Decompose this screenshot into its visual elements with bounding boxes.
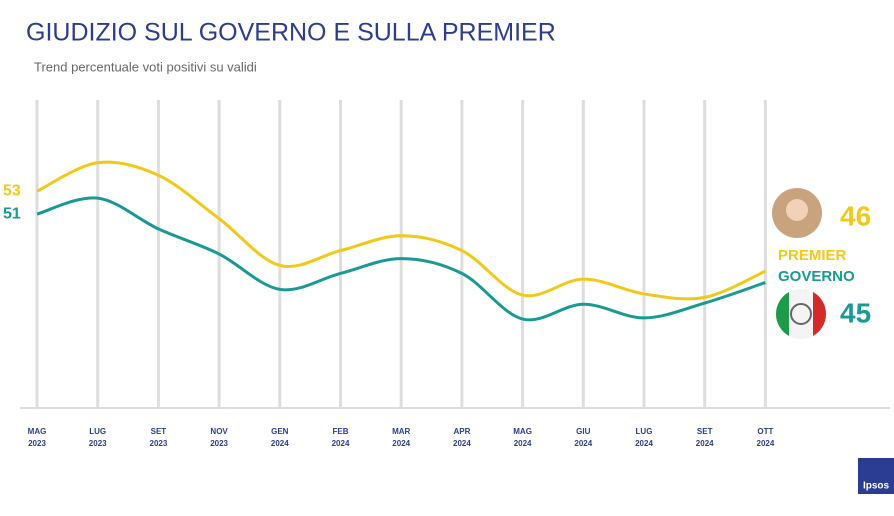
x-tick-label: 2023	[150, 439, 168, 448]
start-label: 51	[3, 205, 21, 222]
x-tick-label: MAG	[513, 427, 532, 436]
end-label: 45	[840, 297, 871, 328]
chart-title: GIUDIZIO SUL GOVERNO E SULLA PREMIER	[26, 19, 556, 47]
start-label: 53	[3, 182, 21, 199]
x-tick-label: LUG	[89, 427, 106, 436]
x-tick-label: 2023	[210, 439, 228, 448]
x-tick-label: MAR	[392, 427, 410, 436]
x-tick-label: SET	[697, 427, 713, 436]
x-tick-label: 2024	[271, 439, 289, 448]
x-tick-label: FEB	[333, 427, 349, 436]
x-tick-label: 2023	[89, 439, 107, 448]
x-tick-label: 2024	[453, 439, 471, 448]
x-tick-label: SET	[151, 427, 167, 436]
premier-face	[786, 199, 808, 221]
x-tick-label: MAG	[28, 427, 47, 436]
x-tick-label: GEN	[271, 427, 289, 436]
x-tick-label: 2024	[332, 439, 350, 448]
x-tick-label: APR	[453, 427, 470, 436]
x-tick-label: 2024	[635, 439, 653, 448]
x-tick-label: 2024	[574, 439, 592, 448]
logo: Ipsos	[863, 481, 890, 492]
italy-emblem	[775, 289, 827, 339]
line	[36, 160, 767, 301]
chart-subtitle: Trend percentuale voti positivi su valid…	[34, 59, 257, 74]
x-tick-label: 2023	[28, 439, 46, 448]
x-tick-label: GIU	[576, 427, 590, 436]
legend-label: GOVERNO	[778, 268, 855, 285]
legend-label: PREMIER	[778, 247, 847, 264]
end-label: 46	[840, 200, 871, 231]
x-tick-label: OTT	[757, 427, 773, 436]
x-tick-label: 2024	[696, 439, 714, 448]
x-tick-label: NOV	[210, 427, 228, 436]
line	[36, 196, 766, 322]
x-tick-label: 2024	[757, 439, 775, 448]
x-tick-label: 2024	[514, 439, 532, 448]
x-tick-label: 2024	[392, 439, 410, 448]
logo-box	[858, 458, 894, 494]
x-tick-label: LUG	[636, 427, 653, 436]
